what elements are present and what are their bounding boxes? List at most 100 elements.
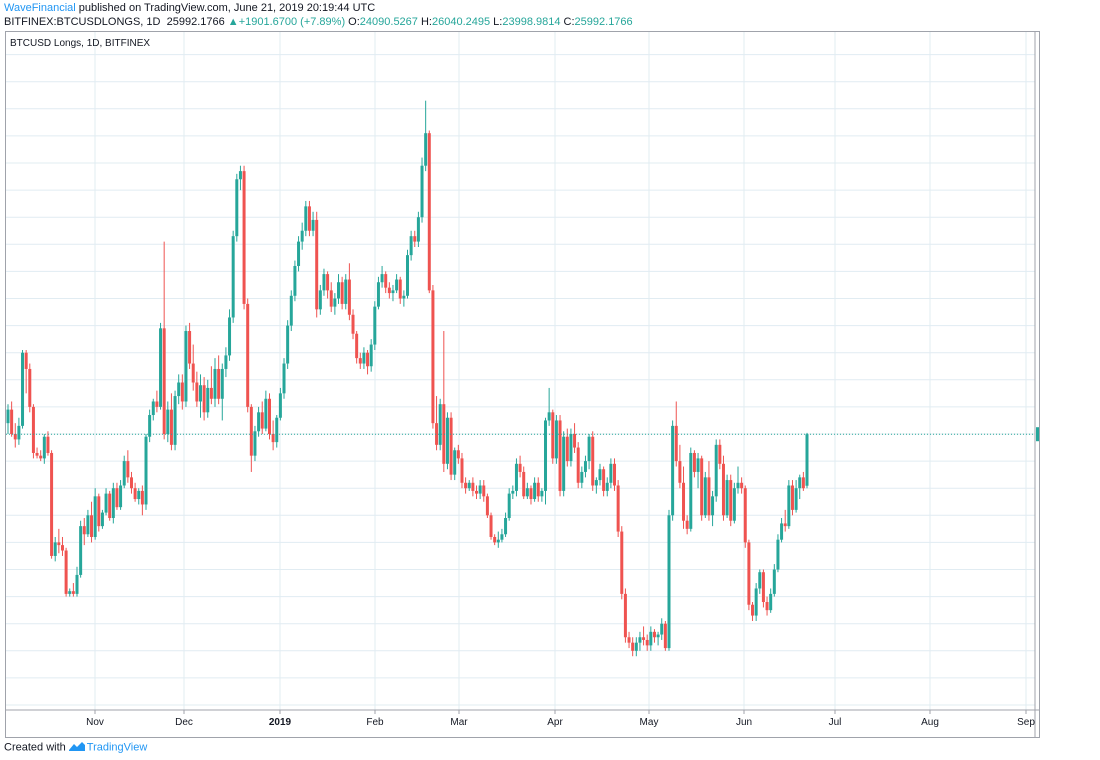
candle-body — [318, 290, 322, 310]
candle-body — [660, 623, 664, 635]
candle-body — [656, 634, 660, 638]
candle-body — [355, 333, 359, 359]
candle-body — [627, 637, 631, 643]
candle-body — [587, 436, 591, 462]
candle-body — [769, 593, 773, 611]
symbol-label: BITFINEX:BTCUSDLONGS, 1D — [4, 16, 161, 28]
candle-body — [180, 382, 184, 402]
chart-frame[interactable]: 16000.000017000.000018000.000019000.0000… — [5, 31, 1040, 738]
candle-body — [714, 444, 718, 497]
candle-body — [765, 602, 769, 611]
candle-body — [50, 452, 54, 556]
candle-body — [547, 412, 551, 421]
x-tick-label: Jun — [736, 717, 752, 728]
candle-body — [79, 526, 83, 575]
candle-body — [631, 642, 635, 651]
tradingview-logo-icon — [68, 741, 85, 754]
candle-body — [504, 518, 508, 535]
candle-body — [260, 412, 264, 429]
candle-body — [540, 490, 544, 497]
candle-body — [460, 458, 464, 483]
candle-body — [246, 303, 250, 407]
low-label: L: — [493, 16, 503, 28]
candle-body — [623, 593, 627, 638]
created-with-text: Created with — [4, 741, 66, 754]
candle-body — [500, 534, 504, 540]
author-link[interactable]: WaveFinancial — [4, 2, 76, 14]
candle-body — [278, 393, 282, 418]
x-tick-label: Apr — [547, 717, 563, 728]
tradingview-link[interactable]: TradingView — [86, 741, 148, 754]
candle-body — [336, 282, 340, 299]
candlestick-chart[interactable]: 16000.000017000.000018000.000019000.0000… — [6, 32, 1039, 737]
candle-body — [692, 452, 696, 472]
candle-body — [652, 631, 656, 638]
candle-body — [13, 434, 17, 440]
candle-body — [398, 279, 402, 299]
candle-body — [736, 482, 740, 489]
candle-body — [387, 287, 391, 294]
candle-body — [790, 485, 794, 510]
candle-body — [46, 436, 50, 453]
candle-body — [438, 404, 442, 445]
candle-body — [315, 219, 319, 310]
candle-body — [743, 488, 747, 543]
candle-body — [544, 420, 548, 491]
x-tick-label: Mar — [450, 717, 468, 728]
candle-body — [53, 542, 57, 556]
candle-body — [725, 480, 729, 516]
candle-body — [667, 515, 671, 649]
footer: Created with TradingView — [4, 741, 147, 757]
candle-body — [333, 298, 337, 307]
candle-body — [805, 434, 809, 486]
candle-body — [380, 274, 384, 283]
candle-body — [569, 434, 573, 462]
candle-body — [475, 490, 479, 494]
candle-body — [718, 444, 722, 464]
candle-body — [522, 471, 526, 497]
candle-body — [373, 306, 377, 345]
candle-body — [700, 458, 704, 516]
candle-body — [362, 352, 366, 364]
candle-body — [453, 450, 457, 475]
candle-body — [489, 515, 493, 537]
candle-body — [674, 425, 678, 462]
candle-body — [416, 217, 420, 242]
x-tick-label: Sep — [1017, 717, 1035, 728]
candle-body — [271, 434, 275, 443]
candle-body — [511, 490, 515, 494]
candle-body — [369, 344, 373, 367]
candle-body — [155, 401, 159, 407]
candle-body — [173, 396, 177, 445]
candle-body — [384, 274, 388, 288]
candle-body — [311, 219, 315, 231]
candle-body — [39, 455, 43, 459]
candle-body — [801, 477, 805, 489]
candle-body — [111, 488, 115, 519]
candle-body — [235, 179, 239, 237]
candle-body — [754, 588, 758, 616]
candle-body — [60, 545, 64, 551]
candle-body — [551, 412, 555, 459]
candle-body — [231, 236, 235, 318]
candle-body — [496, 539, 500, 543]
candle-body — [6, 409, 10, 424]
candle-body — [108, 493, 112, 519]
candle-body — [282, 363, 286, 394]
candle-body — [148, 415, 152, 437]
candle-body — [478, 485, 482, 494]
candle-body — [191, 363, 195, 383]
candle-body — [634, 642, 638, 651]
candle-body — [264, 398, 268, 429]
candle-body — [297, 241, 301, 266]
candle-body — [253, 431, 257, 456]
change-text: +1901.6700 (+7.89%) — [238, 16, 346, 28]
candle-body — [442, 404, 446, 464]
candle-body — [100, 512, 104, 527]
candle-body — [663, 623, 667, 649]
candle-body — [119, 485, 123, 508]
candle-body — [166, 409, 170, 434]
candle-body — [21, 352, 25, 426]
candle-body — [242, 171, 246, 304]
candle-body — [86, 515, 90, 535]
